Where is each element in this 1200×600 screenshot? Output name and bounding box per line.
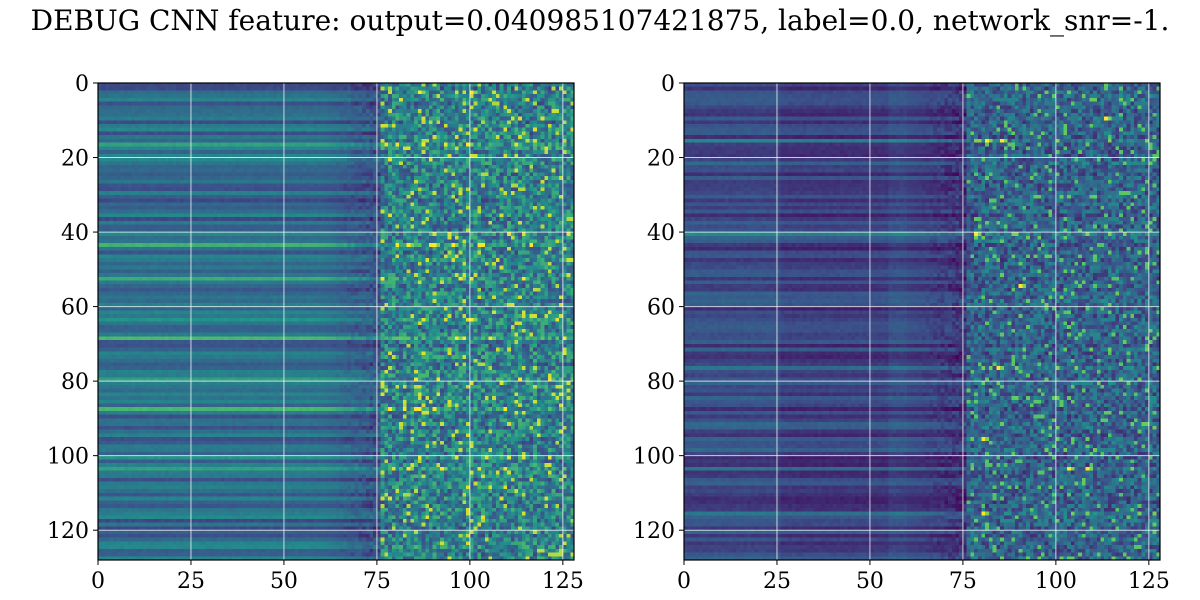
axes-frame — [97, 82, 575, 561]
y-tick-label: 0 — [75, 72, 89, 97]
y-tick-label: 80 — [61, 370, 89, 395]
y-tick-label: 80 — [647, 370, 675, 395]
y-tick-label: 60 — [647, 296, 675, 321]
y-tick-label: 60 — [61, 296, 89, 321]
x-tick-label: 50 — [856, 569, 884, 594]
heatmap-panel-left: 0 25 50 75 100 125 0 20 40 60 80 100 120 — [47, 72, 584, 594]
y-tick-label: 120 — [47, 519, 89, 544]
figure-title: DEBUG CNN feature: output=0.040985107421… — [30, 4, 1170, 37]
x-tick-label: 25 — [177, 569, 205, 594]
x-tick-label: 100 — [1035, 569, 1077, 594]
x-tick-label: 100 — [449, 569, 491, 594]
heatmap-image — [684, 83, 1160, 560]
x-tick-label: 75 — [949, 569, 977, 594]
x-tick-label: 50 — [270, 569, 298, 594]
y-tick-label: 100 — [47, 445, 89, 470]
y-tick-label: 120 — [633, 519, 675, 544]
x-tick-label: 125 — [1128, 569, 1170, 594]
y-tick-label: 40 — [61, 221, 89, 246]
x-tick-label: 75 — [363, 569, 391, 594]
y-tick-label: 100 — [633, 445, 675, 470]
x-tick-label: 0 — [677, 569, 691, 594]
x-tick-label: 25 — [763, 569, 791, 594]
x-tick-label: 125 — [542, 569, 584, 594]
y-tick-label: 20 — [647, 147, 675, 172]
y-tick-label: 40 — [647, 221, 675, 246]
y-tick-label: 20 — [61, 147, 89, 172]
axes-frame — [683, 82, 1161, 561]
heatmap-panel-right: 0 25 50 75 100 125 0 20 40 60 80 100 120 — [633, 72, 1170, 594]
heatmap-image — [98, 83, 574, 560]
y-tick-label: 0 — [661, 72, 675, 97]
x-tick-label: 0 — [91, 569, 105, 594]
